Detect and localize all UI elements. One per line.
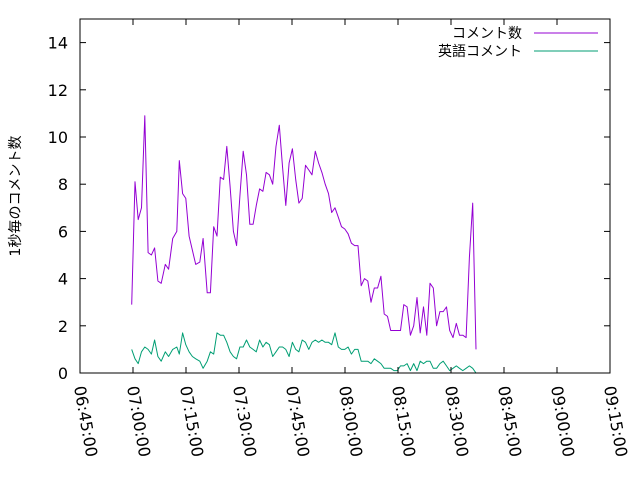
legend-label-2: 英語コメント xyxy=(438,43,522,60)
series-line-1 xyxy=(131,115,477,350)
y-tick-label: 2 xyxy=(58,317,68,336)
y-tick-label: 6 xyxy=(58,222,68,241)
y-axis-label: 1秒毎のコメント数 xyxy=(8,136,24,257)
y-tick-label: 14 xyxy=(48,34,68,53)
legend-label-1: コメント数 xyxy=(452,26,522,42)
series-line-2 xyxy=(131,332,477,374)
y-axis: 0 2 4 6 8 10 12 14 xyxy=(48,34,610,383)
y-tick-label: 10 xyxy=(48,128,68,147)
series-layer xyxy=(131,115,477,374)
y-tick-label: 0 xyxy=(58,364,68,383)
y-tick-label: 12 xyxy=(48,81,68,100)
y-tick-label: 4 xyxy=(58,270,68,289)
y-tick-label: 8 xyxy=(58,175,68,194)
